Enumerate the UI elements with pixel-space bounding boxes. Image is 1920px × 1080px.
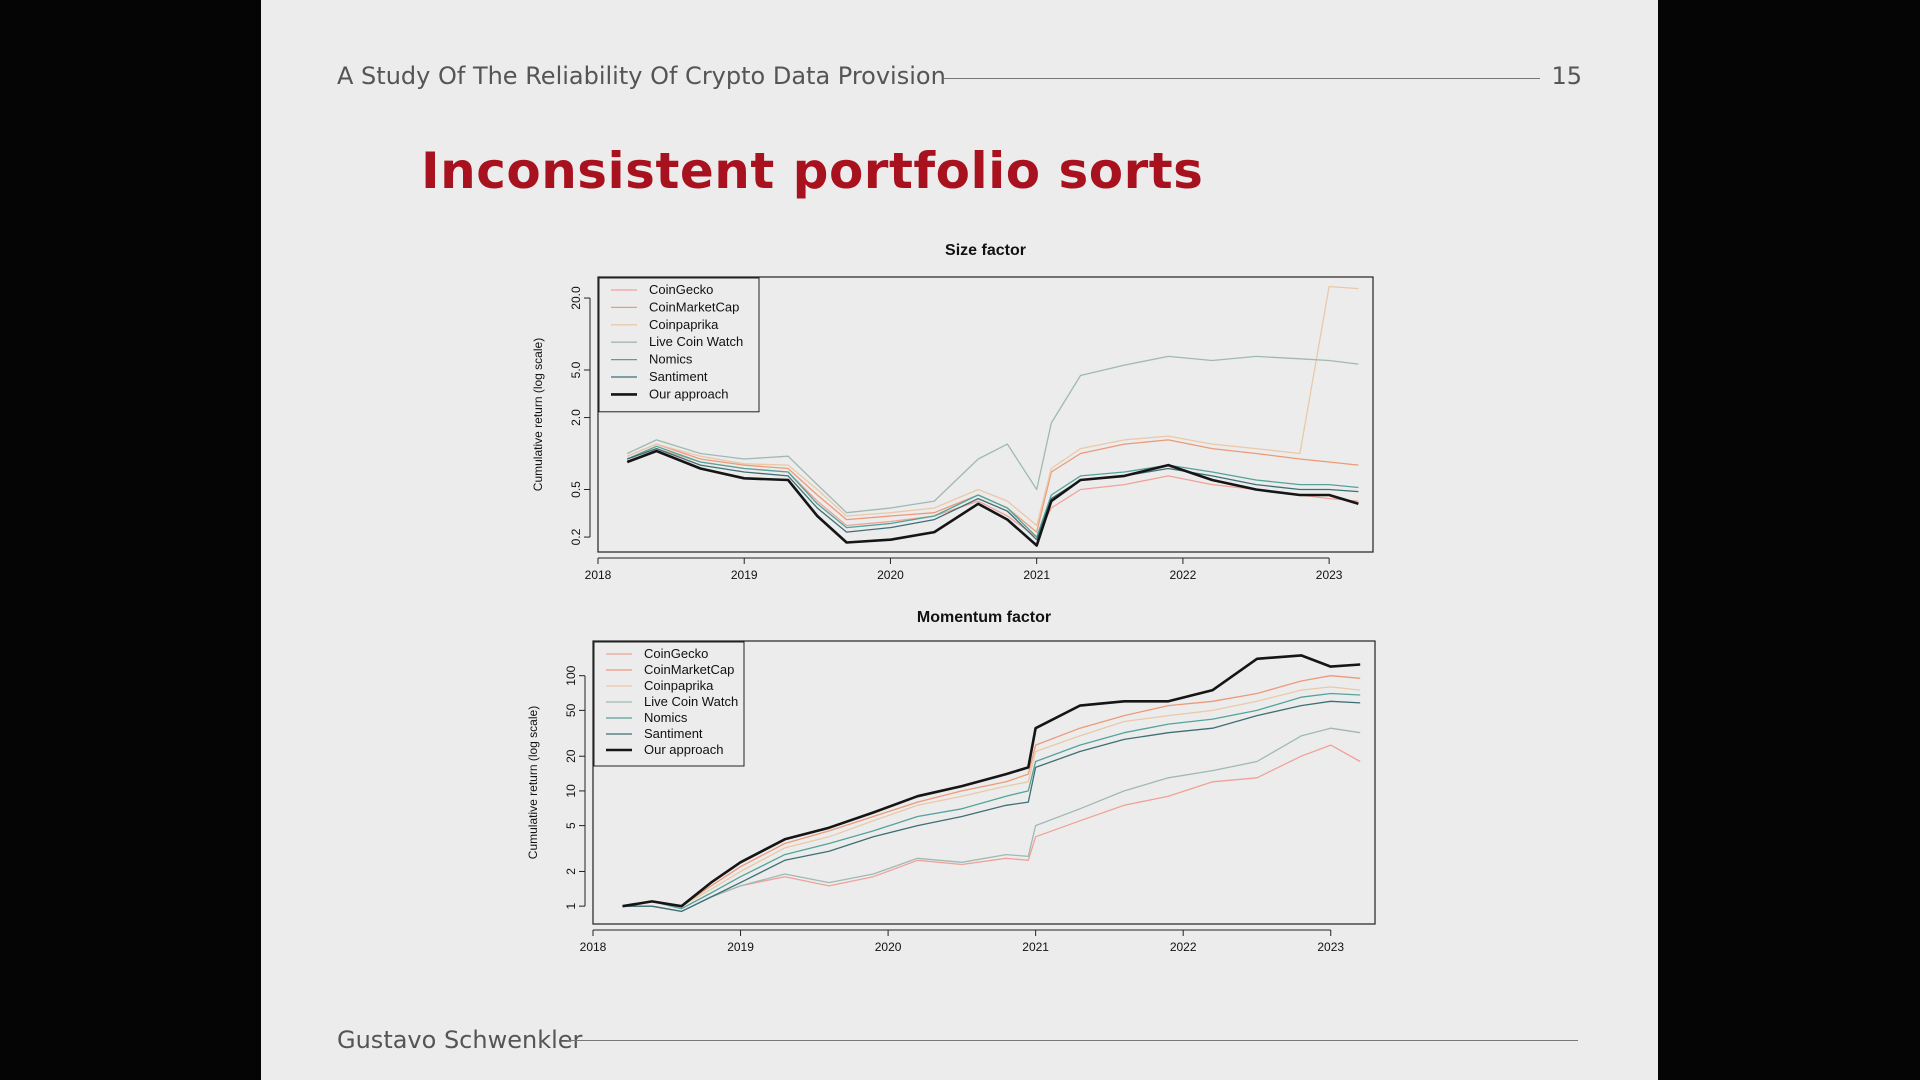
x-tick-label: 2021 (1023, 568, 1050, 582)
y-tick-label: 2 (564, 868, 578, 875)
y-tick-label: 0.2 (569, 528, 583, 545)
legend-label: Live Coin Watch (649, 334, 743, 349)
legend-label: Nomics (644, 710, 688, 725)
x-tick-label: 2022 (1170, 568, 1197, 582)
y-tick-label: 10 (564, 784, 578, 798)
y-tick-label: 5 (564, 822, 578, 829)
left-black-bar (0, 0, 261, 1080)
slide-title: Inconsistent portfolio sorts (421, 142, 1204, 200)
y-axis-label: Cumulative return (log scale) (526, 706, 540, 859)
legend-label: Live Coin Watch (644, 694, 738, 709)
series-line-nomics (626, 445, 1359, 538)
x-tick-label: 2020 (877, 568, 904, 582)
series-line-live-coin-watch (626, 355, 1359, 514)
legend-box (598, 277, 760, 413)
legend-label: Coinpaprika (644, 678, 714, 693)
y-tick-label: 0.5 (569, 481, 583, 498)
page-number: 15 (1551, 62, 1582, 90)
series-line-our-approach (626, 449, 1359, 547)
x-tick-label: 2023 (1317, 940, 1344, 954)
x-tick-label: 2018 (580, 940, 607, 954)
y-tick-label: 5.0 (569, 361, 583, 378)
x-tick-label: 2018 (585, 568, 612, 582)
legend-label: CoinMarketCap (649, 299, 739, 314)
y-tick-label: 2.0 (569, 409, 583, 426)
legend-label: Coinpaprika (649, 317, 719, 332)
legend-label: CoinGecko (644, 646, 708, 661)
chart-0: Size factor 2018 2019 2020 2021 2022 2023 0.2 0.… (531, 242, 1374, 582)
series-line-coinpaprika (622, 686, 1361, 907)
series-line-santiment (622, 700, 1361, 913)
legend-label: Nomics (649, 352, 693, 367)
x-tick-label: 2023 (1316, 568, 1343, 582)
legend-label: CoinMarketCap (644, 662, 734, 677)
legend-label: Santiment (649, 369, 708, 384)
right-black-bar (1658, 0, 1920, 1080)
y-tick-label: 50 (564, 703, 578, 717)
y-tick-label: 20 (564, 749, 578, 763)
y-tick-label: 1 (564, 902, 578, 909)
chart-title: Size factor (945, 242, 1026, 259)
series-line-nomics (622, 692, 1361, 910)
series-line-live-coin-watch (622, 727, 1361, 913)
header-title: A Study Of The Reliability Of Crypto Dat… (337, 62, 946, 90)
footer-rule (567, 1040, 1578, 1041)
header-rule (944, 78, 1540, 79)
series-line-coinpaprika (626, 285, 1359, 527)
series-line-coinmarketcap (622, 675, 1361, 907)
legend-box (593, 641, 745, 767)
x-tick-label: 2019 (731, 568, 758, 582)
legend-label: CoinGecko (649, 282, 713, 297)
series-line-santiment (626, 447, 1359, 541)
series-line-our-approach (622, 654, 1361, 908)
chart-title: Momentum factor (917, 609, 1051, 626)
legend-label: Our approach (649, 386, 729, 401)
x-tick-label: 2022 (1170, 940, 1197, 954)
x-tick-label: 2019 (727, 940, 754, 954)
y-tick-label: 20.0 (569, 286, 583, 310)
y-tick-label: 100 (564, 665, 578, 685)
footer-author: Gustavo Schwenkler (337, 1026, 583, 1054)
legend-label: Our approach (644, 742, 724, 757)
y-axis-label: Cumulative return (log scale) (531, 338, 545, 491)
x-tick-label: 2021 (1022, 940, 1049, 954)
legend-label: Santiment (644, 726, 703, 741)
x-tick-label: 2020 (875, 940, 902, 954)
